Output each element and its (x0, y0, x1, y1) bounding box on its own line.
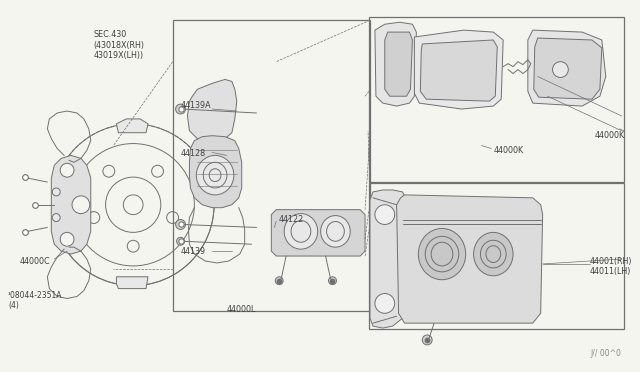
Ellipse shape (284, 214, 317, 249)
Point (274, 278, 284, 284)
Ellipse shape (196, 155, 234, 195)
Text: 44000L: 44000L (227, 305, 257, 314)
Bar (369, 17, 623, 182)
Ellipse shape (319, 214, 351, 248)
Bar (173, 20, 370, 311)
Circle shape (552, 62, 568, 77)
Circle shape (52, 214, 60, 221)
Ellipse shape (284, 211, 318, 248)
Circle shape (60, 163, 74, 177)
Text: J// 00^0: J// 00^0 (591, 349, 621, 357)
Circle shape (328, 277, 337, 285)
Point (175, 106, 186, 112)
Circle shape (375, 205, 395, 224)
Circle shape (375, 294, 395, 313)
Ellipse shape (419, 228, 466, 280)
Point (20, 230, 30, 235)
Ellipse shape (474, 232, 513, 276)
Polygon shape (189, 136, 242, 208)
Polygon shape (534, 38, 602, 99)
Circle shape (52, 188, 60, 196)
Point (29, 202, 40, 208)
Polygon shape (271, 210, 365, 256)
Polygon shape (397, 195, 543, 323)
Point (422, 337, 433, 343)
Point (328, 278, 338, 284)
Circle shape (72, 196, 90, 214)
Polygon shape (414, 30, 503, 109)
Circle shape (275, 277, 283, 285)
Polygon shape (375, 22, 417, 106)
Point (20, 230, 30, 235)
Text: 44000C: 44000C (20, 257, 51, 266)
Text: 44122: 44122 (278, 215, 303, 224)
Circle shape (175, 104, 186, 114)
Point (175, 221, 186, 227)
Circle shape (175, 219, 186, 230)
Text: 44000K: 44000K (493, 145, 524, 154)
Point (29, 202, 40, 208)
Polygon shape (420, 40, 497, 101)
Text: ¹08044-2351A
(4): ¹08044-2351A (4) (8, 291, 62, 310)
Polygon shape (385, 32, 412, 96)
Bar (369, 183, 623, 329)
Polygon shape (51, 155, 91, 254)
Polygon shape (116, 277, 148, 289)
Point (20, 174, 30, 180)
Polygon shape (116, 119, 148, 133)
Point (175, 238, 186, 244)
Circle shape (60, 232, 74, 246)
Polygon shape (188, 80, 237, 141)
Text: 44001(RH)
44011(LH): 44001(RH) 44011(LH) (590, 257, 632, 276)
Polygon shape (528, 30, 606, 106)
Text: 44128: 44128 (180, 148, 205, 157)
Text: SEC.430
(43018X(RH)
43019X(LH)): SEC.430 (43018X(RH) 43019X(LH)) (93, 30, 145, 60)
Text: 44139A: 44139A (180, 101, 211, 110)
Point (175, 221, 186, 227)
Circle shape (177, 237, 184, 245)
Ellipse shape (321, 216, 350, 247)
Point (20, 174, 30, 180)
Point (175, 238, 186, 244)
Circle shape (422, 335, 432, 345)
Text: 44139: 44139 (180, 247, 205, 256)
Point (175, 106, 186, 112)
Text: 44000K: 44000K (595, 131, 625, 140)
Polygon shape (370, 190, 406, 328)
